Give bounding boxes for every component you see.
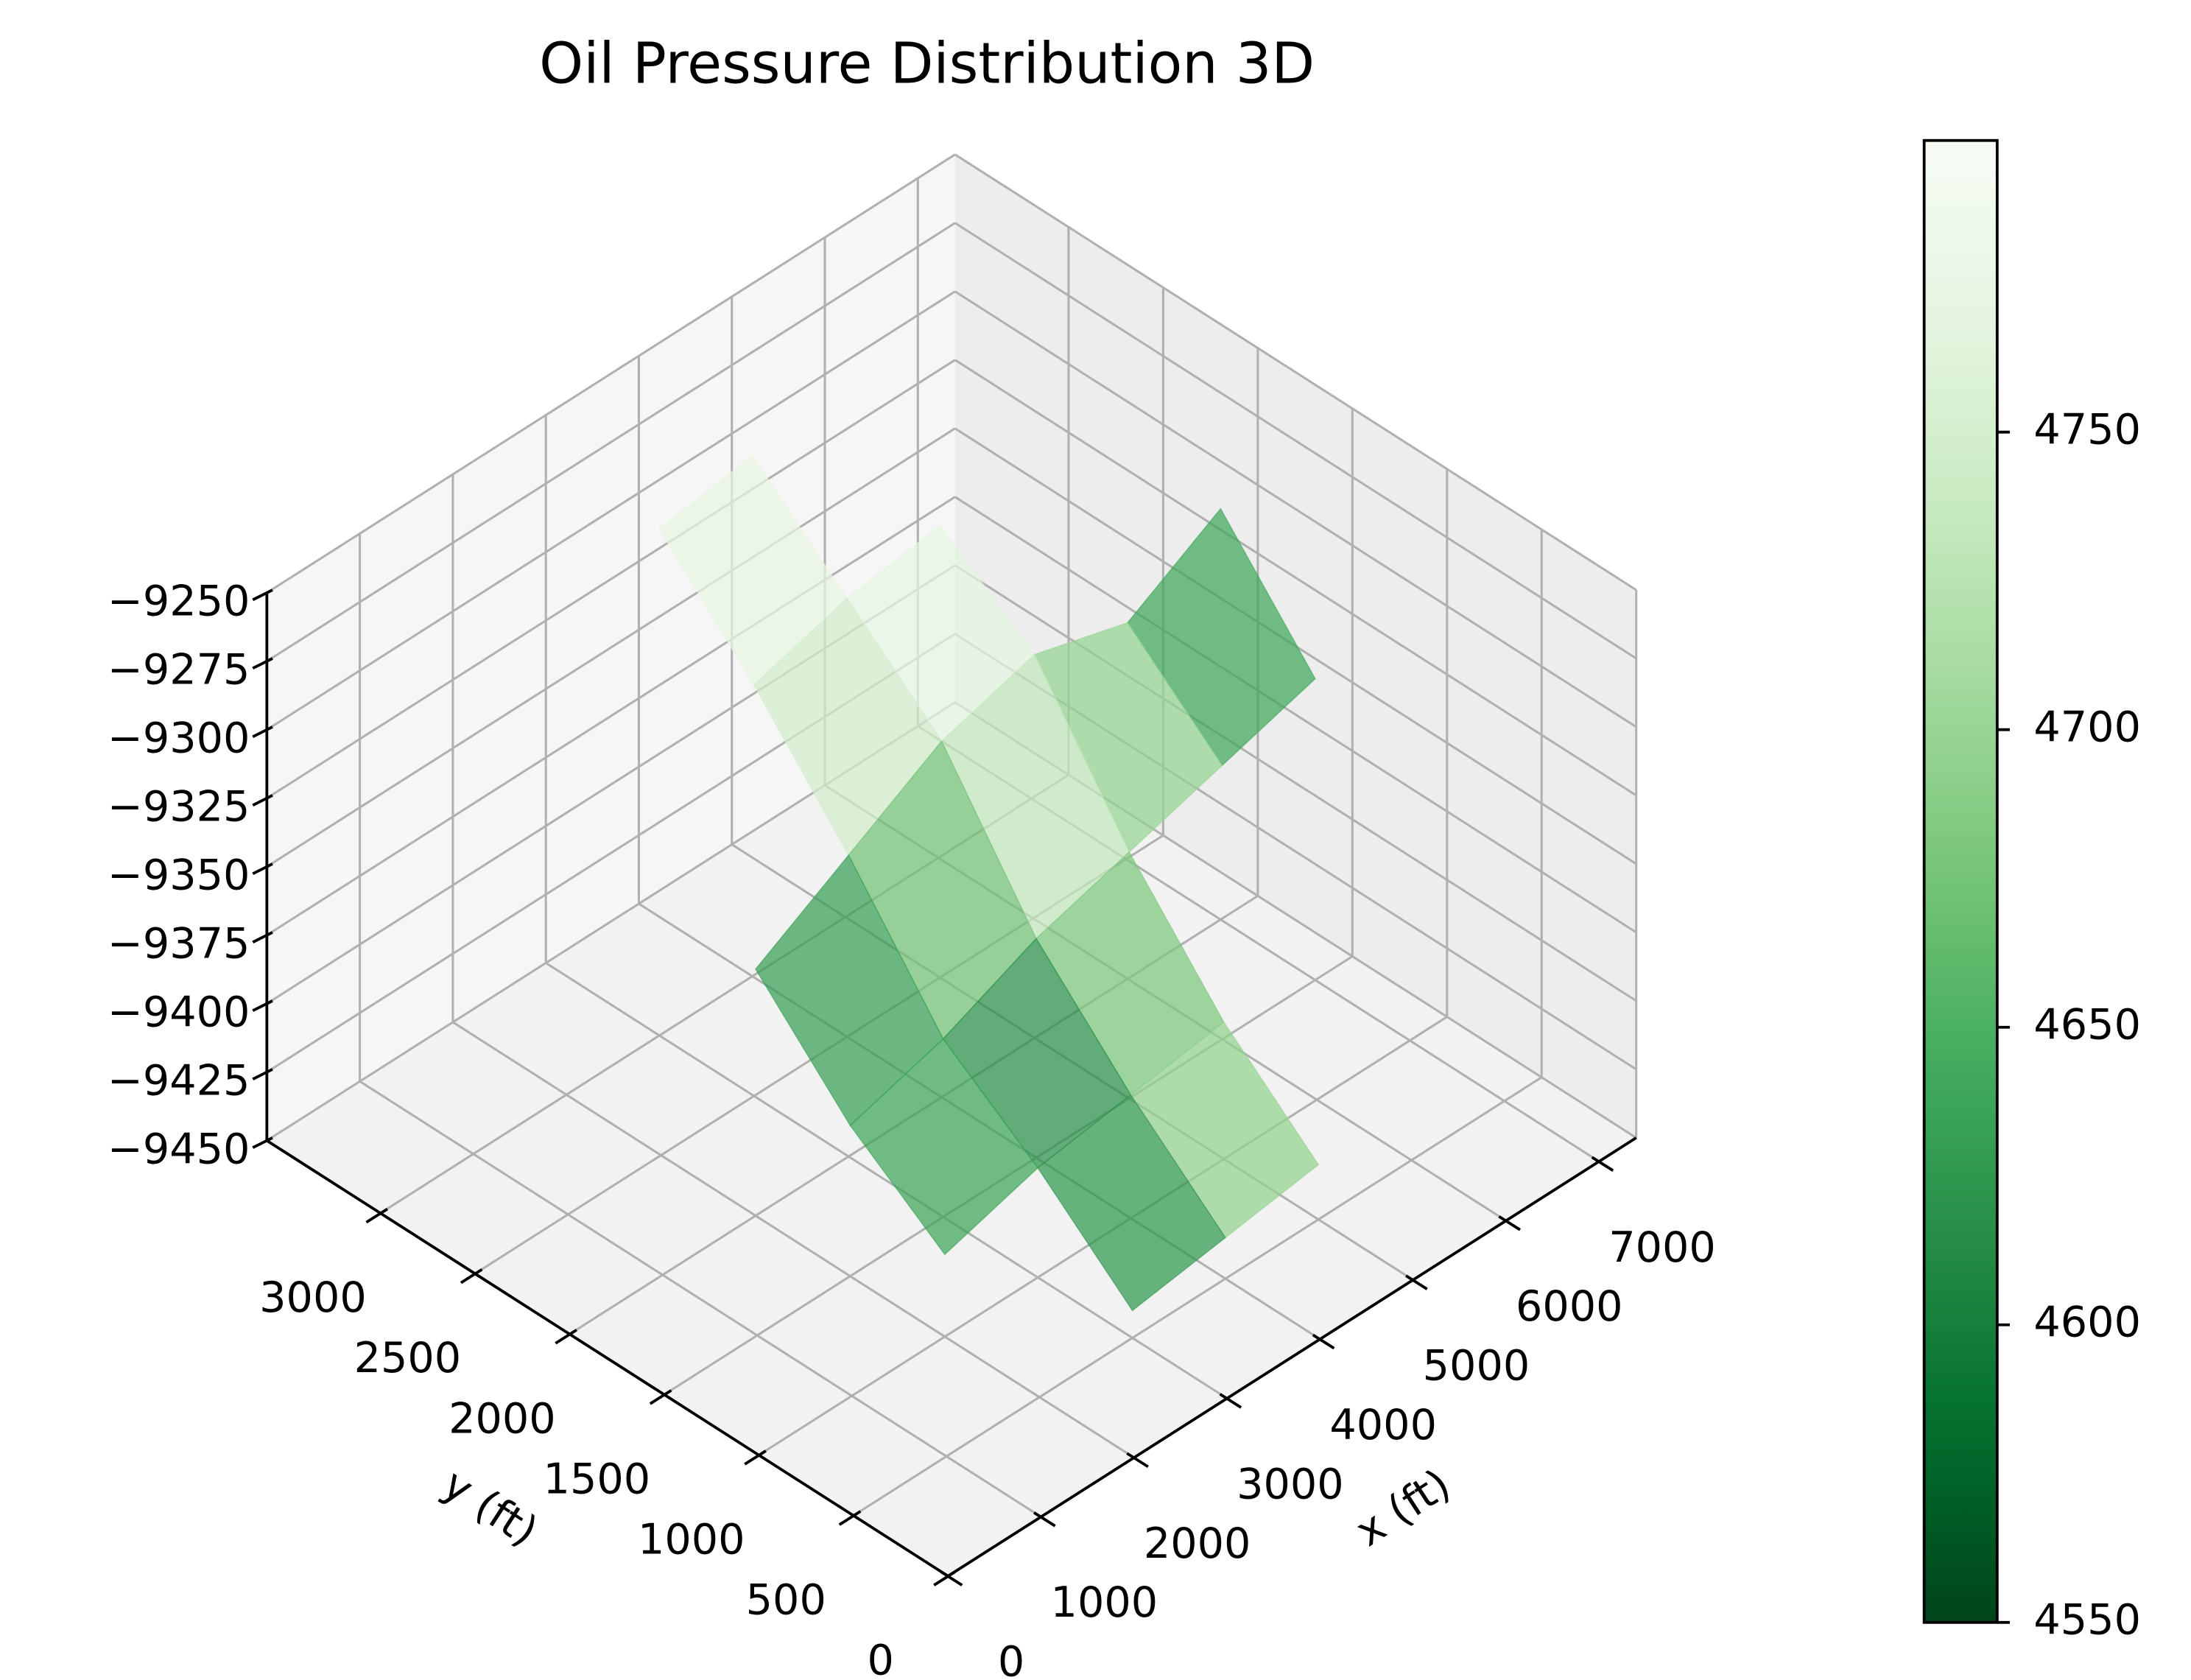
x-tick — [1033, 1511, 1056, 1528]
z-tick-label: −9325 — [108, 783, 250, 832]
colorbar-tick-label: 4750 — [2033, 405, 2141, 454]
grid-line — [954, 564, 1637, 1002]
x-tick-label: 5000 — [1423, 1342, 1530, 1391]
grid-line — [954, 496, 1637, 934]
y-tick-label: 2500 — [354, 1334, 462, 1382]
y-tick — [933, 1570, 956, 1586]
z-tick — [252, 999, 273, 1012]
z-tick-label: −9275 — [108, 646, 250, 695]
y-tick-label: 500 — [746, 1576, 826, 1625]
z-tick — [252, 1136, 273, 1149]
y-tick-label: 3000 — [259, 1273, 367, 1322]
colorbar-tick-label: 4650 — [2033, 1000, 2141, 1049]
colorbar-body — [1922, 138, 1999, 1624]
x-tick-label: 0 — [998, 1638, 1024, 1680]
y-tick-label: 0 — [868, 1637, 894, 1680]
surface — [658, 454, 1320, 1312]
grid-line — [266, 222, 956, 663]
y-tick-label: 1000 — [638, 1516, 745, 1564]
chart-title: Oil Pressure Distribution 3D — [539, 31, 1315, 96]
z-tick-label: −9450 — [108, 1125, 250, 1174]
y-tick — [555, 1329, 577, 1345]
colorbar-tick-label: 4550 — [2033, 1595, 2141, 1644]
z-tick — [252, 931, 273, 943]
x-tick — [1405, 1274, 1428, 1290]
z-tick-label: −9400 — [108, 988, 250, 1037]
z-tick — [252, 1068, 273, 1080]
x-tick — [1591, 1156, 1614, 1172]
x-tick-label: 2000 — [1144, 1519, 1251, 1568]
grid-line — [954, 359, 1637, 797]
z-tick-label: −9250 — [108, 577, 250, 626]
x-tick-label: 3000 — [1237, 1460, 1344, 1508]
x-tick — [1312, 1333, 1335, 1350]
grid-line — [266, 496, 956, 936]
x-tick — [1126, 1452, 1149, 1469]
surface-patch — [1037, 1094, 1226, 1312]
colorbar: 4550 4600 4650 4700 4750 — [1922, 138, 2141, 1644]
z-tick — [252, 794, 273, 807]
x-tick-label: 6000 — [1516, 1282, 1623, 1331]
x-tick-label: 4000 — [1329, 1401, 1437, 1449]
grid-line — [954, 153, 1637, 591]
y-tick-label: 1500 — [544, 1455, 651, 1503]
grid-line — [954, 290, 1637, 728]
colorbar-tick-label: 4600 — [2033, 1298, 2141, 1346]
z-tick — [252, 862, 273, 875]
axes: 0100020003000400050006000700005001000150… — [108, 577, 1716, 1680]
z-tick-label: −9375 — [108, 920, 250, 969]
z-tick — [252, 657, 273, 670]
z-tick — [252, 588, 273, 602]
grid-line — [266, 427, 956, 868]
x-tick — [1498, 1215, 1522, 1231]
y-tick — [838, 1510, 862, 1526]
grid-line — [266, 290, 956, 731]
y-tick — [744, 1449, 767, 1466]
x-axis-label: x (ft) — [1347, 1460, 1459, 1556]
y-tick-label: 2000 — [449, 1394, 556, 1443]
z-tick — [252, 725, 273, 739]
colorbar-tick-label: 4700 — [2033, 703, 2141, 751]
z-tick-label: −9300 — [108, 714, 250, 763]
z-tick-label: −9350 — [108, 851, 250, 900]
grid-line — [954, 222, 1637, 660]
x-tick — [940, 1570, 963, 1586]
x-axis-line — [947, 1136, 1637, 1578]
grid-line — [266, 153, 956, 594]
y-tick — [460, 1268, 483, 1284]
grid-line — [852, 1076, 1543, 1517]
y-tick — [649, 1389, 672, 1405]
x-tick — [1219, 1393, 1242, 1409]
x-tick-label: 1000 — [1051, 1578, 1158, 1627]
z-tick-label: −9425 — [108, 1057, 250, 1106]
grid-line — [266, 359, 956, 800]
y-tick — [365, 1207, 389, 1224]
y-axis-label: y (ft) — [435, 1460, 546, 1556]
x-tick-label: 7000 — [1608, 1223, 1716, 1272]
surface-patch — [849, 1038, 1039, 1256]
